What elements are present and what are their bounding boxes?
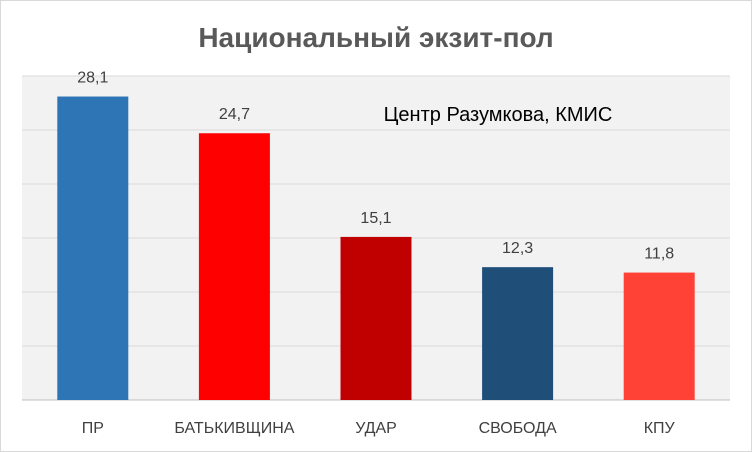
bar xyxy=(57,96,129,401)
bar xyxy=(482,267,554,400)
bar xyxy=(623,272,695,400)
data-label: 28,1 xyxy=(77,70,108,87)
x-tick-label: УДАР xyxy=(355,420,397,437)
x-tick-label: ПР xyxy=(82,420,104,437)
x-tick-label: СВОБОДА xyxy=(479,420,557,437)
data-label: 11,8 xyxy=(644,246,674,263)
chart-title: Национальный экзит-пол xyxy=(198,22,554,53)
chart-annotation: Центр Разумкова, КМИС xyxy=(384,104,613,126)
data-label: 12,3 xyxy=(502,240,533,257)
x-tick-label: КПУ xyxy=(644,420,676,437)
data-label: 15,1 xyxy=(360,210,391,227)
x-tick-label: БАТЬКИВЩИНА xyxy=(174,420,294,437)
bar xyxy=(340,236,412,400)
data-label: 24,7 xyxy=(219,106,250,123)
bar xyxy=(198,133,270,401)
